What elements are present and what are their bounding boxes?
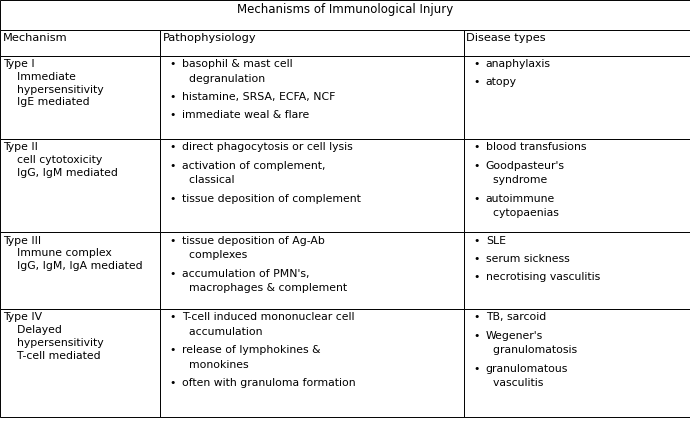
Bar (0, 309, 160, 417)
Text: •: • (170, 161, 176, 171)
Text: •: • (170, 236, 176, 246)
Text: Mechanisms of Immunological Injury: Mechanisms of Immunological Injury (237, 3, 453, 16)
Text: histamine, SRSA, ECFA, NCF: histamine, SRSA, ECFA, NCF (182, 92, 335, 102)
Text: •: • (473, 364, 480, 374)
Text: •: • (473, 194, 480, 204)
Text: •: • (473, 236, 480, 246)
Text: SLE: SLE (486, 236, 506, 246)
Text: Pathophysiology: Pathophysiology (163, 33, 257, 43)
Bar (0, 56, 160, 139)
Text: •: • (473, 331, 480, 341)
Text: direct phagocytosis or cell lysis: direct phagocytosis or cell lysis (182, 142, 353, 152)
Bar (464, 232, 690, 309)
Bar (160, 232, 464, 309)
Text: Mechanism: Mechanism (3, 33, 68, 43)
Text: macrophages & complement: macrophages & complement (182, 283, 347, 293)
Text: vasculitis: vasculitis (486, 378, 543, 388)
Text: immediate weal & flare: immediate weal & flare (182, 110, 309, 120)
Text: •: • (473, 142, 480, 152)
Bar (160, 309, 464, 417)
Text: Type III
    Immune complex
    IgG, IgM, IgA mediated: Type III Immune complex IgG, IgM, IgA me… (3, 236, 142, 271)
Bar (0, 139, 160, 232)
Text: Wegener's: Wegener's (486, 331, 543, 341)
Bar (160, 30, 464, 56)
Text: atopy: atopy (486, 77, 517, 87)
Bar (464, 56, 690, 139)
Bar (464, 30, 690, 56)
Text: tissue deposition of Ag-Ab: tissue deposition of Ag-Ab (182, 236, 325, 246)
Text: •: • (473, 254, 480, 264)
Text: •: • (170, 110, 176, 120)
Text: accumulation of PMN's,: accumulation of PMN's, (182, 269, 310, 279)
Text: •: • (473, 272, 480, 282)
Text: •: • (473, 161, 480, 171)
Text: autoimmune: autoimmune (486, 194, 555, 204)
Text: granulomatous: granulomatous (486, 364, 568, 374)
Text: cytopaenias: cytopaenias (486, 208, 559, 218)
Text: •: • (170, 269, 176, 279)
Bar (464, 309, 690, 417)
Text: accumulation: accumulation (182, 327, 263, 337)
Text: •: • (170, 345, 176, 355)
Text: release of lymphokines &: release of lymphokines & (182, 345, 321, 355)
Text: •: • (473, 312, 480, 322)
Text: activation of complement,: activation of complement, (182, 161, 326, 171)
Text: Goodpasteur's: Goodpasteur's (486, 161, 564, 171)
Bar (160, 139, 464, 232)
Text: •: • (170, 194, 176, 204)
Text: often with granuloma formation: often with granuloma formation (182, 378, 356, 388)
Text: •: • (170, 312, 176, 322)
Text: •: • (170, 142, 176, 152)
Text: necrotising vasculitis: necrotising vasculitis (486, 272, 600, 282)
Text: Disease types: Disease types (466, 33, 546, 43)
Bar (0, 30, 160, 56)
Text: degranulation: degranulation (182, 74, 265, 84)
Text: anaphylaxis: anaphylaxis (486, 59, 551, 69)
Text: T-cell induced mononuclear cell: T-cell induced mononuclear cell (182, 312, 355, 322)
Text: basophil & mast cell: basophil & mast cell (182, 59, 293, 69)
Text: •: • (473, 77, 480, 87)
Text: classical: classical (182, 175, 235, 185)
Text: Type IV
    Delayed
    hypersensitivity
    T-cell mediated: Type IV Delayed hypersensitivity T-cell … (3, 312, 104, 361)
Text: •: • (170, 378, 176, 388)
Text: tissue deposition of complement: tissue deposition of complement (182, 194, 361, 204)
Bar (0, 232, 160, 309)
Text: monokines: monokines (182, 360, 249, 370)
Text: •: • (170, 92, 176, 102)
Bar (464, 139, 690, 232)
Text: complexes: complexes (182, 250, 248, 260)
Text: Type I
    Immediate
    hypersensitivity
    IgE mediated: Type I Immediate hypersensitivity IgE me… (3, 59, 104, 108)
Text: •: • (473, 59, 480, 69)
Text: TB, sarcoid: TB, sarcoid (486, 312, 546, 322)
Bar (0, 0, 690, 30)
Text: granulomatosis: granulomatosis (486, 345, 577, 355)
Text: Type II
    cell cytotoxicity
    IgG, IgM mediated: Type II cell cytotoxicity IgG, IgM media… (3, 142, 117, 178)
Text: syndrome: syndrome (486, 175, 547, 185)
Text: serum sickness: serum sickness (486, 254, 569, 264)
Bar (160, 56, 464, 139)
Text: •: • (170, 59, 176, 69)
Text: blood transfusions: blood transfusions (486, 142, 586, 152)
